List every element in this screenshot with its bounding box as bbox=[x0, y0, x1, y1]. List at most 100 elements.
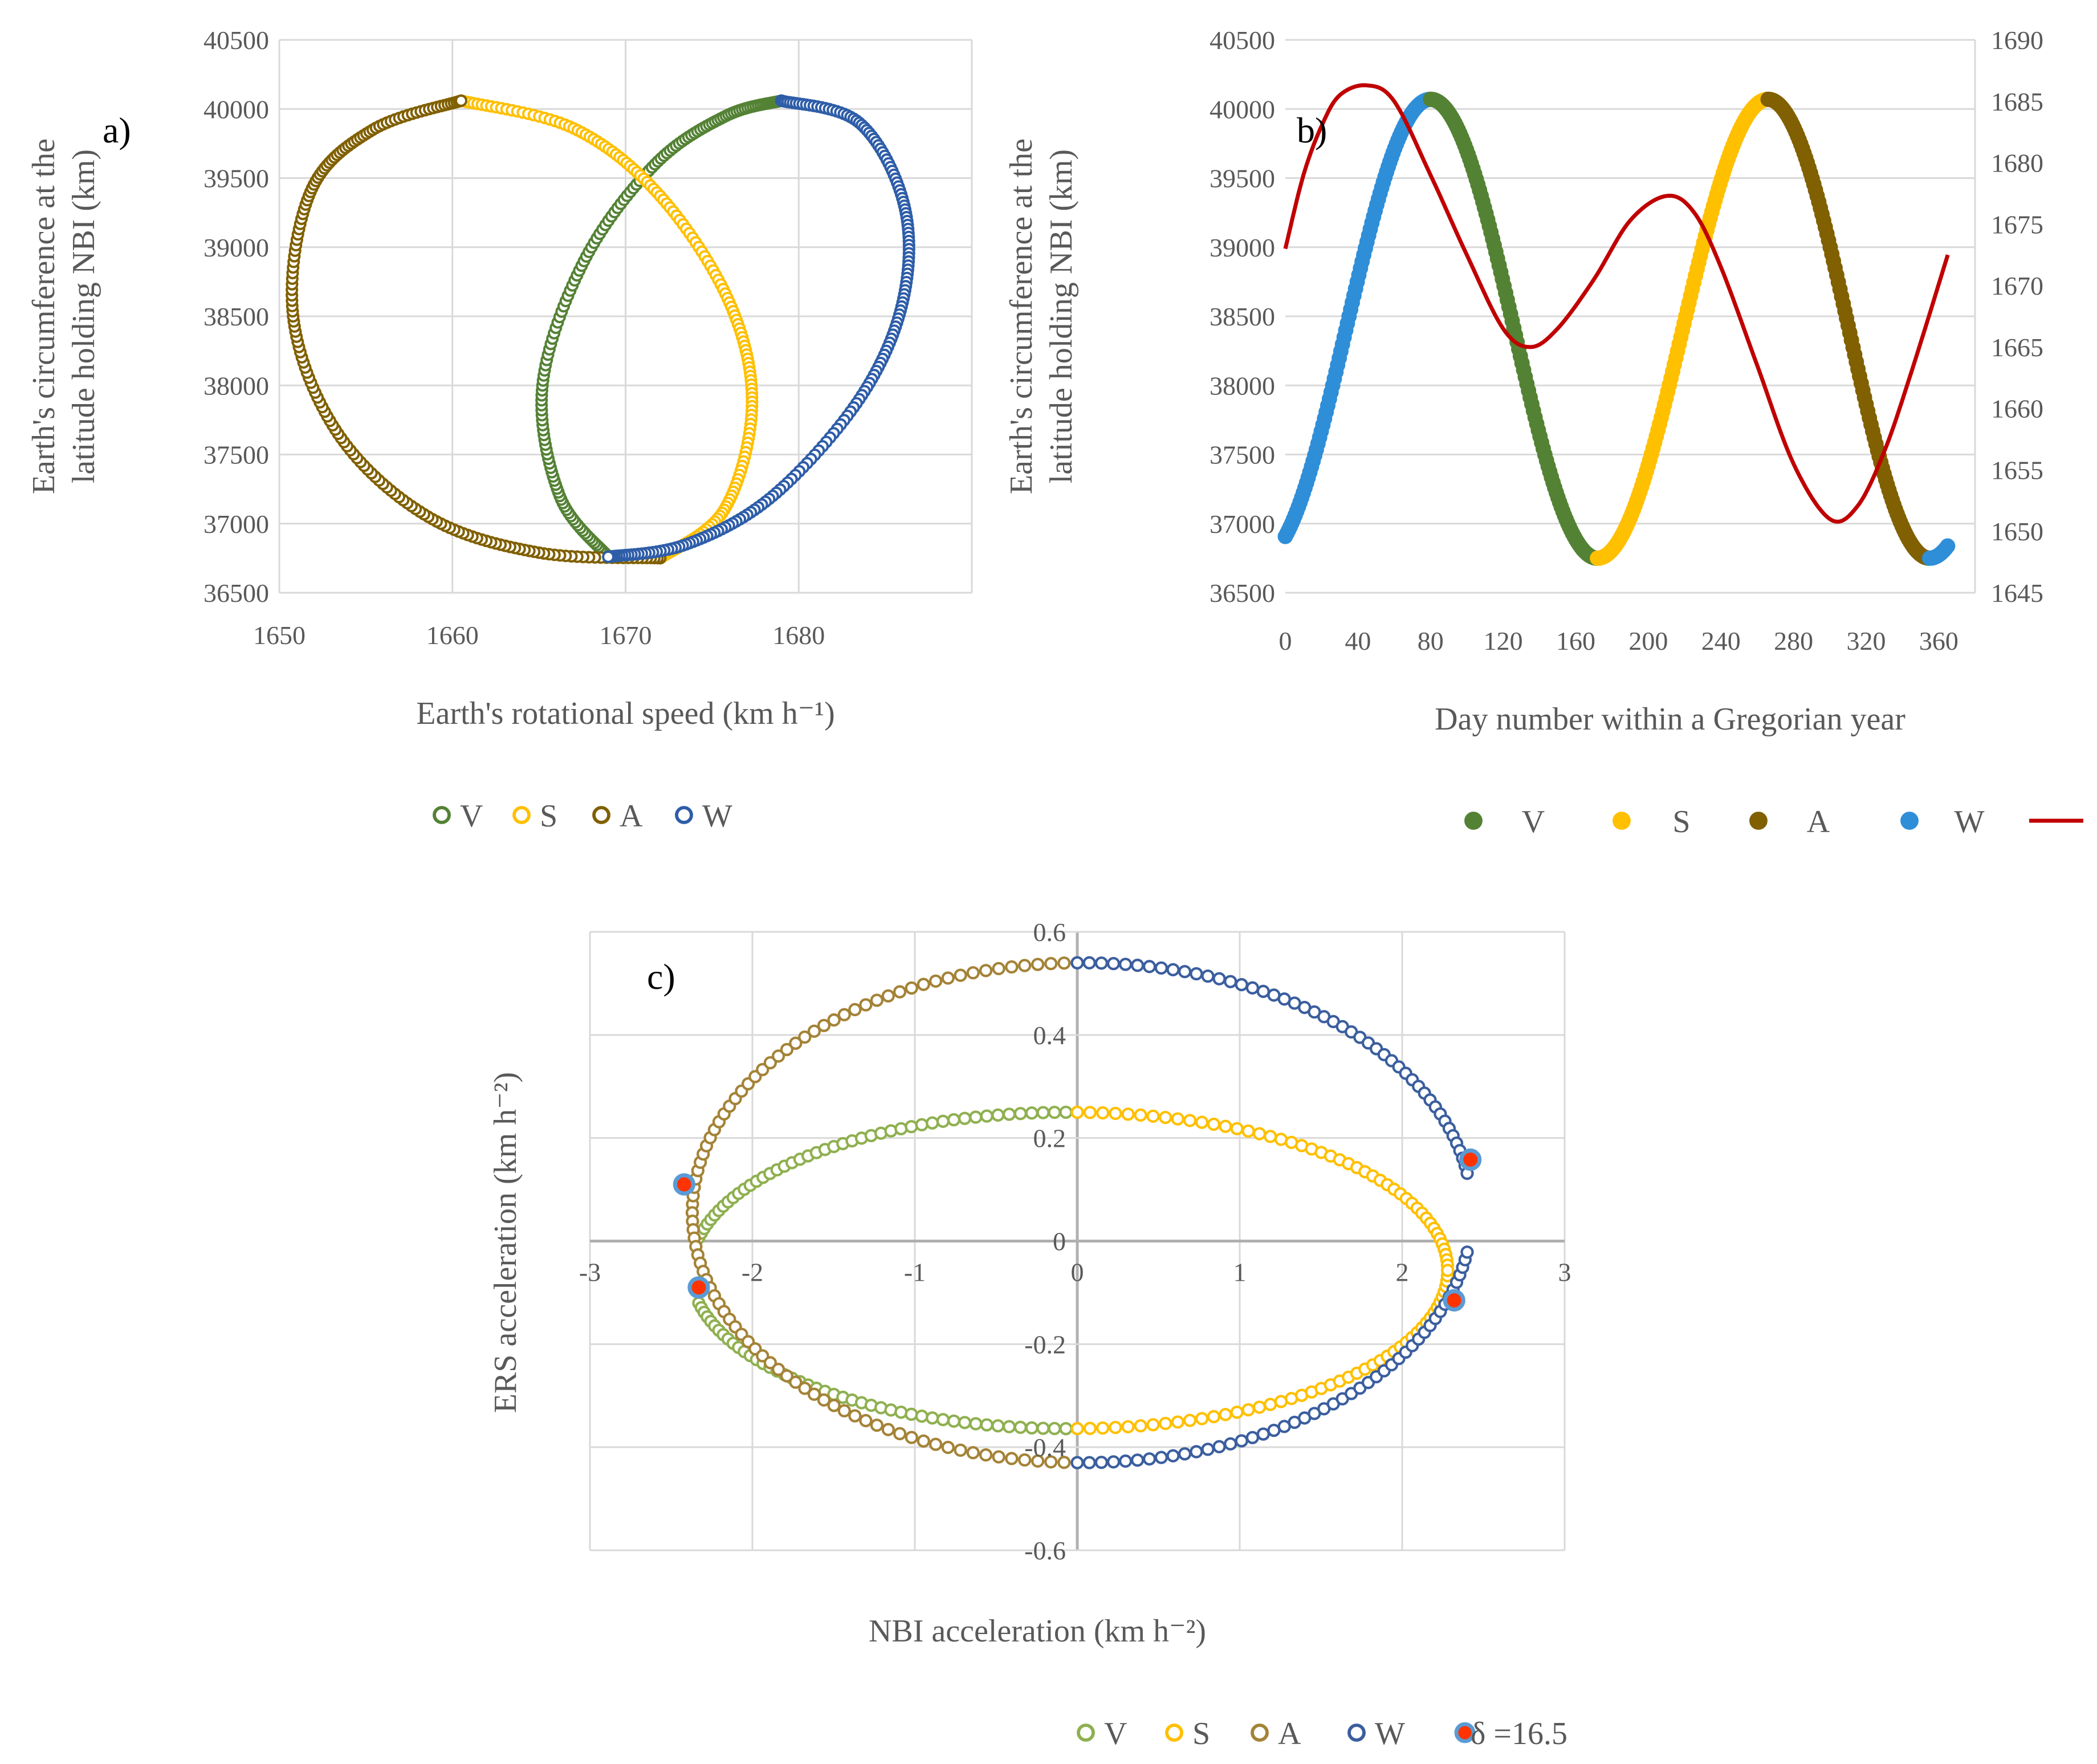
panel-c-point-V bbox=[926, 1411, 939, 1425]
panel-c-legend-marker-delta bbox=[1454, 1722, 1476, 1743]
panel-a-y-tick-label: 37000 bbox=[203, 510, 269, 539]
panel-c-point-S bbox=[1070, 1105, 1084, 1119]
panel-c-point-S bbox=[1264, 1398, 1277, 1411]
panel-c-point-A bbox=[848, 1003, 862, 1017]
panel-a-legend-label-A: A bbox=[620, 799, 643, 834]
panel-c-x-tick-label: 0 bbox=[1071, 1258, 1084, 1287]
panel-b-secondary-y-tick-label: 1675 bbox=[1991, 210, 2043, 239]
panel-c-point-A bbox=[992, 962, 1005, 976]
panel-b-secondary-y-tick-label: 1660 bbox=[1991, 394, 2043, 423]
panel-b-x-axis-title: Day number within a Gregorian year bbox=[1435, 702, 1905, 737]
panel-a-x-ticks: 1650 1660 1670 1680 bbox=[253, 621, 825, 650]
panel-c-x-ticks: -3 -2 -1 0 1 2 3 bbox=[579, 1258, 1571, 1287]
panel-c-point-S bbox=[1241, 1124, 1255, 1138]
panel-a-y-tick-label: 39500 bbox=[203, 164, 269, 193]
panel-c-point-S bbox=[1121, 1107, 1135, 1121]
panel-c-point-V bbox=[936, 1413, 950, 1427]
panel-c-legend-label-V: V bbox=[1104, 1716, 1127, 1751]
panel-b-legend-label-A: A bbox=[1807, 804, 1830, 840]
panel-c-point-V bbox=[915, 1118, 929, 1132]
panel-a-legend-marker-A bbox=[592, 806, 610, 824]
panel-c-point-S bbox=[1083, 1106, 1097, 1119]
panel-c-point-W bbox=[1256, 984, 1270, 999]
panel-c-point-S bbox=[1207, 1409, 1221, 1424]
panel-c-point-W bbox=[1142, 960, 1157, 973]
panel-c-point-A bbox=[1018, 1453, 1032, 1467]
panel-c-legend-marker-A bbox=[1251, 1724, 1269, 1742]
panel-c-point-A bbox=[798, 1382, 812, 1395]
panel-a-gridlines bbox=[278, 39, 973, 594]
panel-c-point-S bbox=[1183, 1114, 1197, 1127]
panel-c-point-V bbox=[991, 1419, 1005, 1433]
panel-b-gridlines bbox=[1285, 39, 1976, 594]
panel-c-point-S bbox=[1274, 1395, 1288, 1408]
panel-c-point-S bbox=[1096, 1106, 1110, 1120]
panel-a-x-tick-label: 1650 bbox=[253, 621, 306, 650]
panel-c-delta-point bbox=[673, 1173, 695, 1196]
panel-b-x-tick-label: 40 bbox=[1345, 626, 1371, 655]
panel-c-y-tick-label: 0 bbox=[1053, 1227, 1066, 1256]
panel-c-point-S bbox=[1230, 1122, 1244, 1135]
panel-c-point-V bbox=[980, 1418, 993, 1432]
panel-c-point-W bbox=[1267, 988, 1281, 1002]
panel-c-point-V bbox=[991, 1108, 1005, 1122]
panel-a-y-tick-label: 36500 bbox=[203, 579, 269, 608]
panel-c-point-S bbox=[1195, 1412, 1209, 1425]
panel-c-legend-label-A: A bbox=[1278, 1716, 1301, 1751]
panel-c-series-S bbox=[1070, 1105, 1455, 1436]
panel-c-point-A bbox=[827, 1399, 841, 1412]
panel-c-point-W bbox=[1154, 1451, 1168, 1464]
panel-a-x-tick-label: 1670 bbox=[600, 621, 652, 650]
panel-b-y-tick-label: 36500 bbox=[1210, 579, 1275, 608]
panel-a-y-tick-label: 38500 bbox=[203, 302, 269, 331]
panel-b-y-tick-label: 38500 bbox=[1210, 302, 1275, 331]
panel-c-point-W bbox=[1178, 1447, 1192, 1461]
panel-c-point-V bbox=[1002, 1420, 1016, 1433]
panel-a-legend-label-V: V bbox=[460, 799, 483, 834]
panel-c-point-V bbox=[926, 1116, 939, 1130]
panel-c-point-A bbox=[763, 1056, 777, 1070]
panel-c-point-S bbox=[1134, 1419, 1147, 1433]
panel-b-y-ticks: 36500 37000 37500 38000 38500 39000 39500 40000… bbox=[1210, 26, 1275, 608]
panel-b-x-tick-label: 240 bbox=[1701, 626, 1741, 655]
panel-a-legend-marker-S bbox=[512, 806, 531, 824]
panel-c-point-W bbox=[1245, 1431, 1260, 1444]
panel-c-point-W bbox=[1460, 1245, 1474, 1259]
panel-c-point-W bbox=[1201, 969, 1215, 983]
panel-c-gridlines bbox=[589, 931, 1566, 1551]
panel-c-legend-label-delta: δ =16.5 bbox=[1471, 1716, 1567, 1751]
panel-c-point-V bbox=[894, 1122, 908, 1135]
panel-c-x-tick-label: -2 bbox=[742, 1258, 763, 1287]
panel-c-point-V bbox=[1013, 1107, 1027, 1121]
panel-b-y-tick-label: 38000 bbox=[1210, 371, 1275, 400]
panel-c-delta-point bbox=[687, 1276, 710, 1299]
panel-b-legend-label-V: V bbox=[1522, 804, 1545, 840]
panel-c-y-tick-label: 0.4 bbox=[1033, 1021, 1066, 1050]
panel-c-point-A bbox=[817, 1393, 831, 1407]
panel-b-series-V bbox=[1423, 91, 1605, 566]
panel-c-point-A bbox=[1044, 957, 1058, 971]
panel-b-rotational-speed-line bbox=[1283, 83, 1950, 524]
panel-c-point-V bbox=[1002, 1107, 1016, 1121]
panel-c-point-S bbox=[1264, 1130, 1277, 1143]
panel-c-point-A bbox=[837, 1008, 851, 1021]
panel-a-point-A bbox=[454, 94, 467, 107]
panel-c-legend-marker-S bbox=[1165, 1724, 1183, 1742]
panel-c-point-S bbox=[1207, 1117, 1221, 1131]
panel-c-point-A bbox=[1044, 1455, 1058, 1469]
panel-c-point-A bbox=[893, 1427, 907, 1440]
panel-c-point-A bbox=[817, 1019, 831, 1032]
panel-b-x-tick-label: 280 bbox=[1774, 626, 1813, 655]
panel-c-point-W bbox=[1235, 1434, 1248, 1448]
panel-b-secondary-y-tick-label: 1670 bbox=[1991, 271, 2043, 300]
panel-c-point-W bbox=[1082, 1456, 1096, 1469]
panel-a-y-tick-label: 40000 bbox=[203, 95, 269, 124]
panel-c-point-A bbox=[893, 985, 907, 999]
panel-c-point-S bbox=[1274, 1132, 1288, 1146]
panel-c-point-W bbox=[1224, 1437, 1237, 1451]
panel-c-series-delta bbox=[673, 1148, 1482, 1312]
panel-c-point-W bbox=[1154, 961, 1168, 975]
panel-c-point-A bbox=[789, 1375, 803, 1389]
panel-c-point-A bbox=[966, 1446, 980, 1460]
